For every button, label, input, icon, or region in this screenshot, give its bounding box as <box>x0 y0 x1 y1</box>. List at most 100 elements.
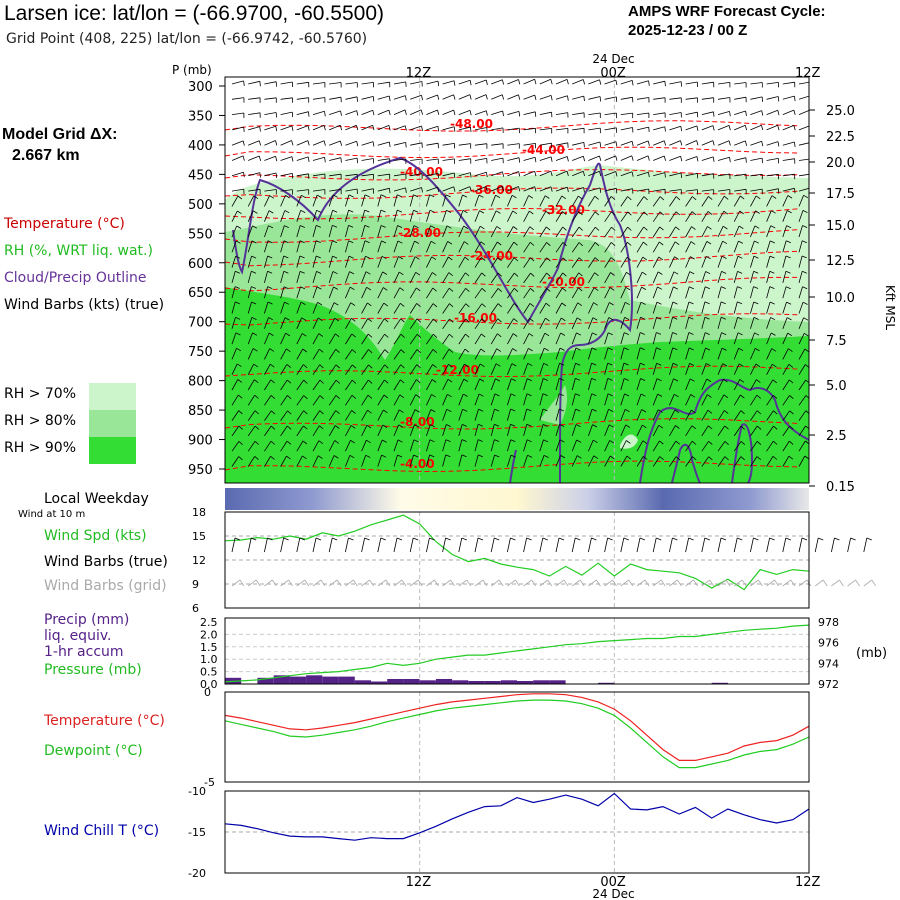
wind-barb-flag <box>364 240 370 244</box>
wind-barb <box>620 196 628 207</box>
wind-barb-flag <box>739 210 745 215</box>
wind-barb-flag <box>448 363 453 368</box>
wind-barb <box>782 286 787 299</box>
wind-barb <box>782 81 795 85</box>
wind-barb-flag <box>657 271 663 275</box>
wind-barb <box>798 364 806 375</box>
wind-barb <box>539 142 552 146</box>
wind-barb-flag <box>254 394 259 399</box>
wind-barb <box>312 410 321 421</box>
wind-barb <box>507 79 519 85</box>
wind-barb-flag <box>546 226 551 231</box>
precip-tick-label: 2.5 <box>200 616 218 629</box>
pressure-tick-label: 350 <box>188 109 213 124</box>
wind-barb-grid <box>750 579 759 587</box>
wind-barb-flag <box>705 271 711 275</box>
wind-barb <box>701 317 706 329</box>
wind-barb <box>717 97 730 100</box>
wind-barb-flag <box>704 301 710 305</box>
wind-barb <box>247 456 256 467</box>
wind-barb-flag <box>381 454 387 458</box>
wind-barb-flag <box>672 347 678 351</box>
wind-barb <box>426 225 431 238</box>
wind-barb <box>264 240 269 253</box>
legend-wind-barbs-grid: Wind Barbs (grid) <box>44 578 167 594</box>
wind-barb-flag <box>680 140 683 146</box>
wind-barb <box>490 378 496 391</box>
wind-barb-grid <box>831 579 840 587</box>
wind-barb <box>280 125 293 131</box>
wind-barb-flag <box>437 187 440 193</box>
wind-barb-flag <box>350 425 356 429</box>
wind-barb <box>410 142 423 146</box>
wind-barb-flag <box>772 455 778 460</box>
wind-barb <box>328 225 333 238</box>
wind-barb-flag <box>421 95 423 101</box>
precip-bar <box>549 680 566 684</box>
top-time-tick-label: 12Z <box>795 66 821 81</box>
wind-barb-flag <box>367 318 372 322</box>
wind-barb-flag <box>647 140 650 146</box>
wind-barb <box>523 378 528 391</box>
wind-barb-flag <box>561 195 567 200</box>
wind-barb-flag <box>664 81 666 87</box>
wind-barb-grid <box>588 579 597 587</box>
wind-barb-flag <box>481 303 486 308</box>
wind-barb-flag <box>811 188 812 193</box>
wind-barb <box>296 286 301 299</box>
wind-barb-true <box>523 537 527 553</box>
wind-barb-true-flag <box>834 537 840 541</box>
wind-barb-flag <box>609 302 614 306</box>
wind-barb <box>361 109 373 115</box>
wind-barb <box>312 440 320 452</box>
wind-barb <box>652 301 658 314</box>
wind-barb-flag <box>609 287 615 291</box>
wind-barb <box>734 140 746 146</box>
wind-barb <box>636 112 649 115</box>
wind-barb <box>474 110 487 115</box>
wind-barb-flag <box>673 378 679 382</box>
wind-barb-true <box>766 537 770 553</box>
wind-barb-flag <box>810 110 811 115</box>
wind-barb-flag <box>453 186 456 192</box>
wind-barb <box>539 242 547 253</box>
wind-barb-flag <box>496 348 502 352</box>
wind-barb-flag <box>302 348 308 353</box>
wind-barb-flag <box>351 349 357 354</box>
wind-barb-grid-flag <box>579 579 585 587</box>
wind-barb <box>426 379 433 391</box>
wind-barb <box>264 379 272 391</box>
wind-barb-flag <box>753 301 759 305</box>
wind-tick-label: 6 <box>192 602 199 615</box>
wind-barb <box>701 425 709 437</box>
wind-barb <box>393 240 399 253</box>
wind-barb-flag <box>626 256 632 261</box>
wind-barb <box>571 272 580 284</box>
wind-barb <box>409 379 417 391</box>
wind-barb <box>685 301 690 314</box>
wind-barb <box>750 82 763 85</box>
wind-barb-grid <box>426 579 435 587</box>
wind-barb <box>766 124 778 131</box>
wind-barb-flag <box>610 272 615 276</box>
wind-barb-true-flag <box>704 537 710 541</box>
wind-barb-true <box>798 537 803 553</box>
wind-barb-flag <box>740 441 746 445</box>
wind-barb-flag <box>648 127 650 133</box>
wind-barb-flag <box>300 286 306 290</box>
wind-barb-flag <box>640 316 646 320</box>
wind-barb <box>588 141 601 146</box>
wind-barb-true-flag <box>380 537 386 541</box>
wind-barb-flag <box>627 241 632 246</box>
wind-barb <box>717 271 722 284</box>
wind-barb <box>442 454 447 467</box>
wind-barb-flag <box>785 286 791 290</box>
wind-barb-true <box>361 537 365 553</box>
precip-bar <box>452 680 469 684</box>
wind-barb-true-flag <box>850 537 856 541</box>
wind-barb <box>393 225 398 238</box>
wind-barb-grid <box>393 579 403 587</box>
wind-barb <box>717 456 726 467</box>
wind-barb-flag <box>690 256 695 260</box>
wind-barb <box>474 194 480 207</box>
